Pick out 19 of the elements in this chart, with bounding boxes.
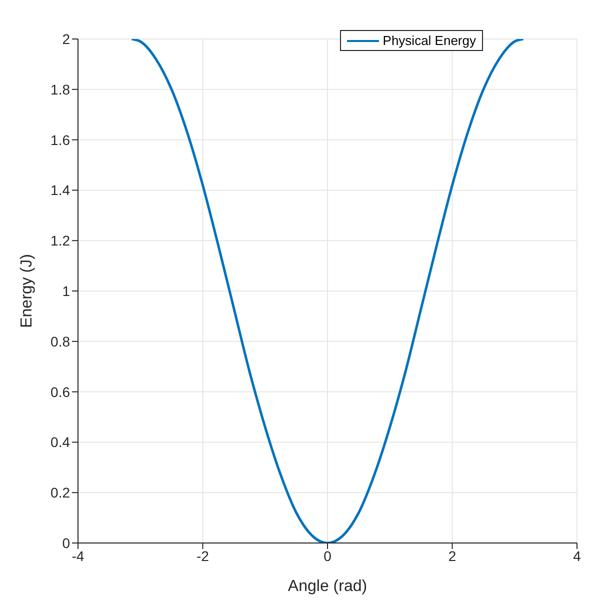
y-tick-label: 2	[62, 30, 70, 47]
y-tick-label: 0.4	[50, 434, 70, 450]
y-tick-label: 0	[62, 534, 70, 551]
y-tick-label: 1.6	[50, 132, 70, 148]
legend-label: Physical Energy	[382, 33, 476, 48]
y-tick-label: 0.8	[50, 333, 70, 350]
y-tick-label: 0.6	[50, 384, 70, 400]
x-tick-label: 0	[324, 548, 332, 564]
x-tick-label: 2	[448, 548, 456, 564]
y-axis-title: Energy (J)	[18, 254, 36, 328]
y-tick-label: 1	[62, 282, 70, 299]
x-tick-label: -2	[196, 548, 210, 564]
y-tick-label: 1.8	[50, 81, 70, 98]
x-tick-label: 4	[573, 548, 582, 564]
y-tick-label: 1.2	[50, 232, 70, 249]
x-axis-title: Angle (rad)	[288, 578, 368, 595]
y-tick-label: 1.4	[50, 182, 70, 198]
y-tick-label: 0.2	[50, 484, 70, 501]
x-tick-label: -4	[72, 548, 84, 564]
